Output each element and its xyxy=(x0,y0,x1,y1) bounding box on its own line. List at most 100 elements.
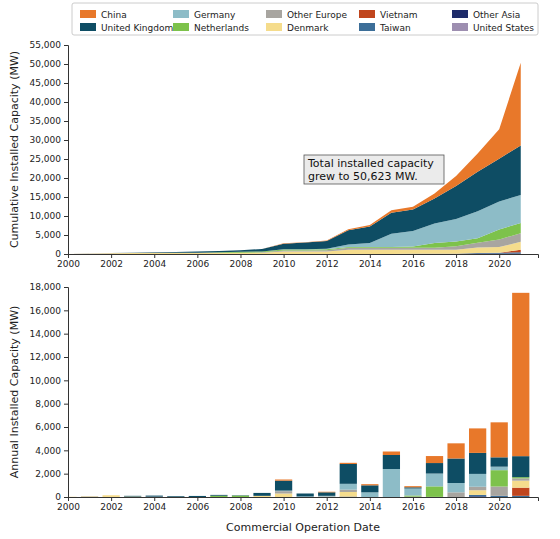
bar xyxy=(361,485,378,492)
x-axis: 2000200220042006200820102012201420162018… xyxy=(57,254,538,269)
y-tick-label: 18,000 xyxy=(30,282,62,292)
y-tick-label: 20,000 xyxy=(30,173,62,183)
bar xyxy=(68,496,77,497)
bar xyxy=(68,497,77,498)
y-tick-mark xyxy=(64,254,68,255)
legend-item: Taiwan xyxy=(359,23,411,33)
x-tick: 2008 xyxy=(230,254,253,269)
legend-item: Other Europe xyxy=(266,10,348,20)
bar xyxy=(68,497,77,498)
x-axis-line xyxy=(69,255,539,259)
bar xyxy=(253,497,270,498)
x-tick-mark xyxy=(284,254,285,258)
legend-label: Denmark xyxy=(287,23,329,33)
legend-swatch xyxy=(80,23,96,31)
bar xyxy=(297,497,314,498)
x-tick-label: 2006 xyxy=(186,502,209,512)
x-tick: 2016 xyxy=(402,254,425,269)
bar xyxy=(383,452,400,456)
bar xyxy=(81,497,98,498)
y-tick-mark xyxy=(64,45,68,46)
y-tick: 12,000 xyxy=(30,352,69,362)
x-tick-mark xyxy=(327,254,328,258)
bar xyxy=(124,496,141,497)
bar xyxy=(404,496,421,497)
bar xyxy=(232,497,249,498)
y-tick-label: 6,000 xyxy=(35,422,61,432)
y-tick-label: 40,000 xyxy=(30,97,62,107)
bar xyxy=(340,463,357,464)
bar xyxy=(102,495,119,497)
bar xyxy=(124,495,141,496)
bar xyxy=(253,497,270,498)
bar xyxy=(361,484,378,485)
x-tick-mark xyxy=(456,254,457,258)
x-tick-label: 2006 xyxy=(186,259,209,269)
bar-series-9 xyxy=(404,496,421,497)
legend-swatch xyxy=(80,10,96,18)
bar xyxy=(210,497,227,498)
x-axis-line xyxy=(69,498,539,502)
bar xyxy=(469,487,486,491)
y-tick-mark xyxy=(64,197,68,198)
bar xyxy=(297,497,314,498)
x-tick-mark xyxy=(456,497,457,501)
bar xyxy=(102,495,119,496)
y-tick: 30,000 xyxy=(30,135,69,145)
legend-item: Denmark xyxy=(266,23,329,33)
bar xyxy=(167,497,184,498)
y-tick-label: 45,000 xyxy=(30,78,62,88)
bar xyxy=(512,488,529,496)
x-tick-label: 2010 xyxy=(273,502,296,512)
legend-swatch xyxy=(266,10,282,18)
bar xyxy=(124,495,141,497)
x-tick: 2002 xyxy=(100,497,123,512)
x-tick: 2004 xyxy=(143,497,166,512)
bar xyxy=(81,496,98,497)
bar xyxy=(189,497,206,498)
legend-swatch xyxy=(173,23,189,31)
x-tick: 2004 xyxy=(143,254,166,269)
x-tick-mark xyxy=(111,254,112,258)
bar xyxy=(210,495,227,496)
bar xyxy=(275,491,292,492)
panel-0: 2000200220042006200820102012201420162018… xyxy=(8,40,539,269)
bar xyxy=(167,496,184,497)
x-tick-label: 2020 xyxy=(488,259,511,269)
legend-swatch xyxy=(452,23,468,31)
annotation: Total installed capacitygrew to 50,623 M… xyxy=(304,155,444,184)
legend-swatch xyxy=(359,23,375,31)
bar xyxy=(491,457,508,466)
bar xyxy=(275,494,292,498)
bar xyxy=(404,496,421,497)
area-0 xyxy=(68,63,521,254)
bar xyxy=(491,467,508,471)
x-tick-label: 2002 xyxy=(100,259,123,269)
bar xyxy=(426,486,443,497)
x-tick: 2002 xyxy=(100,254,123,269)
legend-item: Vietnam xyxy=(359,10,418,20)
legend-swatch xyxy=(266,23,282,31)
bar xyxy=(275,480,292,481)
bar xyxy=(189,497,206,498)
bar xyxy=(404,486,421,487)
bar xyxy=(491,497,508,498)
y-tick-mark xyxy=(64,178,68,179)
bar xyxy=(340,490,357,492)
plot-area xyxy=(68,63,521,254)
y-tick: 40,000 xyxy=(30,97,69,107)
bar xyxy=(81,496,98,497)
legend-item: United Kingdom xyxy=(80,23,173,33)
bar xyxy=(469,497,486,498)
bar xyxy=(404,487,421,488)
y-tick: 10,000 xyxy=(30,376,69,386)
y-axis: 05,00010,00015,00020,00025,00030,00035,0… xyxy=(30,40,69,259)
bar xyxy=(469,428,486,453)
y-tick: 25,000 xyxy=(30,154,69,164)
x-tick: 2012 xyxy=(316,254,339,269)
bar xyxy=(404,496,421,497)
bar xyxy=(210,497,227,498)
x-tick: 2006 xyxy=(186,254,209,269)
x-tick-mark xyxy=(370,254,371,258)
bar xyxy=(232,497,249,498)
